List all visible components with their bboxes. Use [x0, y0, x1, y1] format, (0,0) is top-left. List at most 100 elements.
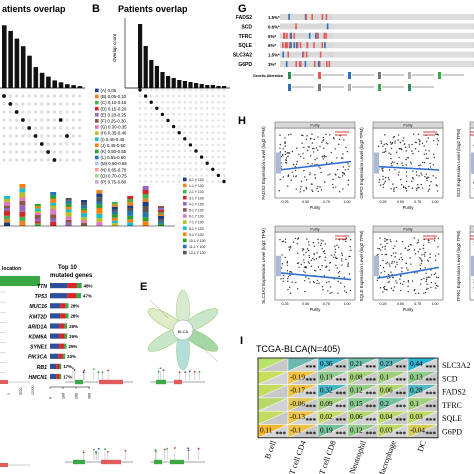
- scatter-point: [429, 276, 431, 278]
- onco-row: [280, 23, 474, 30]
- b-dot: [211, 100, 215, 104]
- lollipop-head: [197, 447, 200, 450]
- scatter-point: [402, 137, 405, 139]
- corr-value: 0.06: [350, 413, 363, 421]
- scatter-point: [381, 253, 383, 256]
- scatter-point: [282, 280, 284, 283]
- scatter-point: [322, 158, 324, 160]
- c-bar-seg: [81, 210, 87, 213]
- scatter-point: [400, 178, 402, 181]
- a-dot: [71, 94, 75, 98]
- scatter-point: [394, 140, 396, 142]
- scatter-point: [294, 166, 297, 168]
- scatter-point: [423, 277, 425, 280]
- corr-value: 0.21: [350, 360, 363, 368]
- scatter-point: [336, 244, 338, 247]
- b-dot: [177, 149, 181, 153]
- scatter-point: [343, 139, 345, 141]
- b-dot: [194, 113, 198, 116]
- scatter-point: [383, 285, 386, 288]
- b-dot: [189, 94, 192, 98]
- c-bar-seg: [127, 208, 134, 211]
- scatter-point: [317, 190, 319, 193]
- b-dot: [155, 119, 159, 122]
- track-domain: [75, 379, 83, 385]
- c-bar-seg: [96, 208, 103, 214]
- b-dot: [177, 168, 181, 171]
- c-bar-seg: [19, 205, 26, 212]
- b-dot: [211, 137, 215, 141]
- a-dot: [46, 142, 50, 146]
- panel-b-letter: B: [92, 3, 100, 15]
- b-dot: [149, 168, 153, 171]
- scatter-strip-label: Purity: [310, 123, 319, 127]
- scatter-ylabel: G6PD Expression Level (log2 TPM): [359, 127, 364, 199]
- corr-stars: ***: [306, 430, 317, 438]
- b-dot: [205, 131, 209, 134]
- scatter-point: [383, 182, 386, 184]
- b-dot: [161, 107, 164, 110]
- c-legend-label: 10-1 Y 100: [189, 239, 206, 243]
- scatter-point: [313, 151, 315, 153]
- scatter-point: [385, 288, 387, 291]
- panel-a-title: atients overlap: [2, 4, 66, 14]
- b-bar: [216, 86, 221, 88]
- onco-alt: [302, 51, 305, 58]
- a-dot: [52, 126, 57, 130]
- top10-percent: 17%: [63, 374, 72, 379]
- b-dot: [166, 161, 170, 165]
- c-bar-seg: [96, 193, 103, 198]
- lollipop-head: [184, 371, 187, 374]
- b-dot: [211, 149, 215, 153]
- scatter-point: [304, 290, 306, 293]
- onco-alt: [326, 61, 328, 67]
- scatter-point: [385, 239, 388, 241]
- c-legend-swatch: [183, 195, 187, 200]
- scatter-point: [393, 261, 395, 263]
- scatter-point: [384, 245, 386, 248]
- b-dot: [172, 180, 175, 183]
- scatter-point: [338, 138, 341, 141]
- a-dot: [33, 142, 38, 146]
- b-dot: [144, 161, 147, 165]
- a-dot-active: [21, 118, 25, 122]
- c-bar-seg: [142, 212, 149, 218]
- scatter-point: [420, 283, 422, 285]
- scatter-point: [292, 241, 295, 243]
- b-dot-active: [205, 161, 209, 165]
- c-bar-seg: [81, 208, 87, 211]
- scatter-point: [339, 176, 341, 179]
- scatter-point: [400, 184, 403, 186]
- b-dot: [211, 107, 215, 110]
- a-bar: [14, 38, 20, 88]
- c-bar-seg: [158, 212, 164, 214]
- a-dot: [15, 150, 19, 154]
- panel-b-title: Patients overlap: [118, 4, 188, 14]
- lollipop-head: [104, 448, 106, 451]
- b-dot-active: [222, 179, 226, 184]
- scatter-point: [348, 273, 351, 275]
- b-dot: [200, 94, 203, 98]
- corr-row-label: SCD: [442, 374, 458, 383]
- scatter-point: [284, 159, 287, 161]
- b-legend-swatch: [95, 161, 99, 166]
- c-bar-seg: [65, 203, 72, 207]
- b-dot: [211, 88, 215, 92]
- a-dot-active: [33, 134, 38, 138]
- b-dot: [205, 137, 209, 141]
- scatter-point: [412, 178, 414, 180]
- a-dot: [59, 158, 63, 162]
- b-dot: [200, 119, 203, 122]
- scatter-strip: [469, 225, 474, 233]
- corr-stars: ***: [336, 417, 347, 425]
- b-dot: [144, 100, 147, 104]
- track-3: [65, 447, 133, 465]
- b-dot: [166, 143, 170, 147]
- scatter-point: [322, 250, 325, 253]
- c-bar-seg: [50, 202, 57, 206]
- b-dot-active: [149, 100, 153, 104]
- c-bar-seg: [142, 186, 149, 190]
- a-dot: [46, 118, 50, 122]
- corr-stars: ***: [426, 377, 437, 385]
